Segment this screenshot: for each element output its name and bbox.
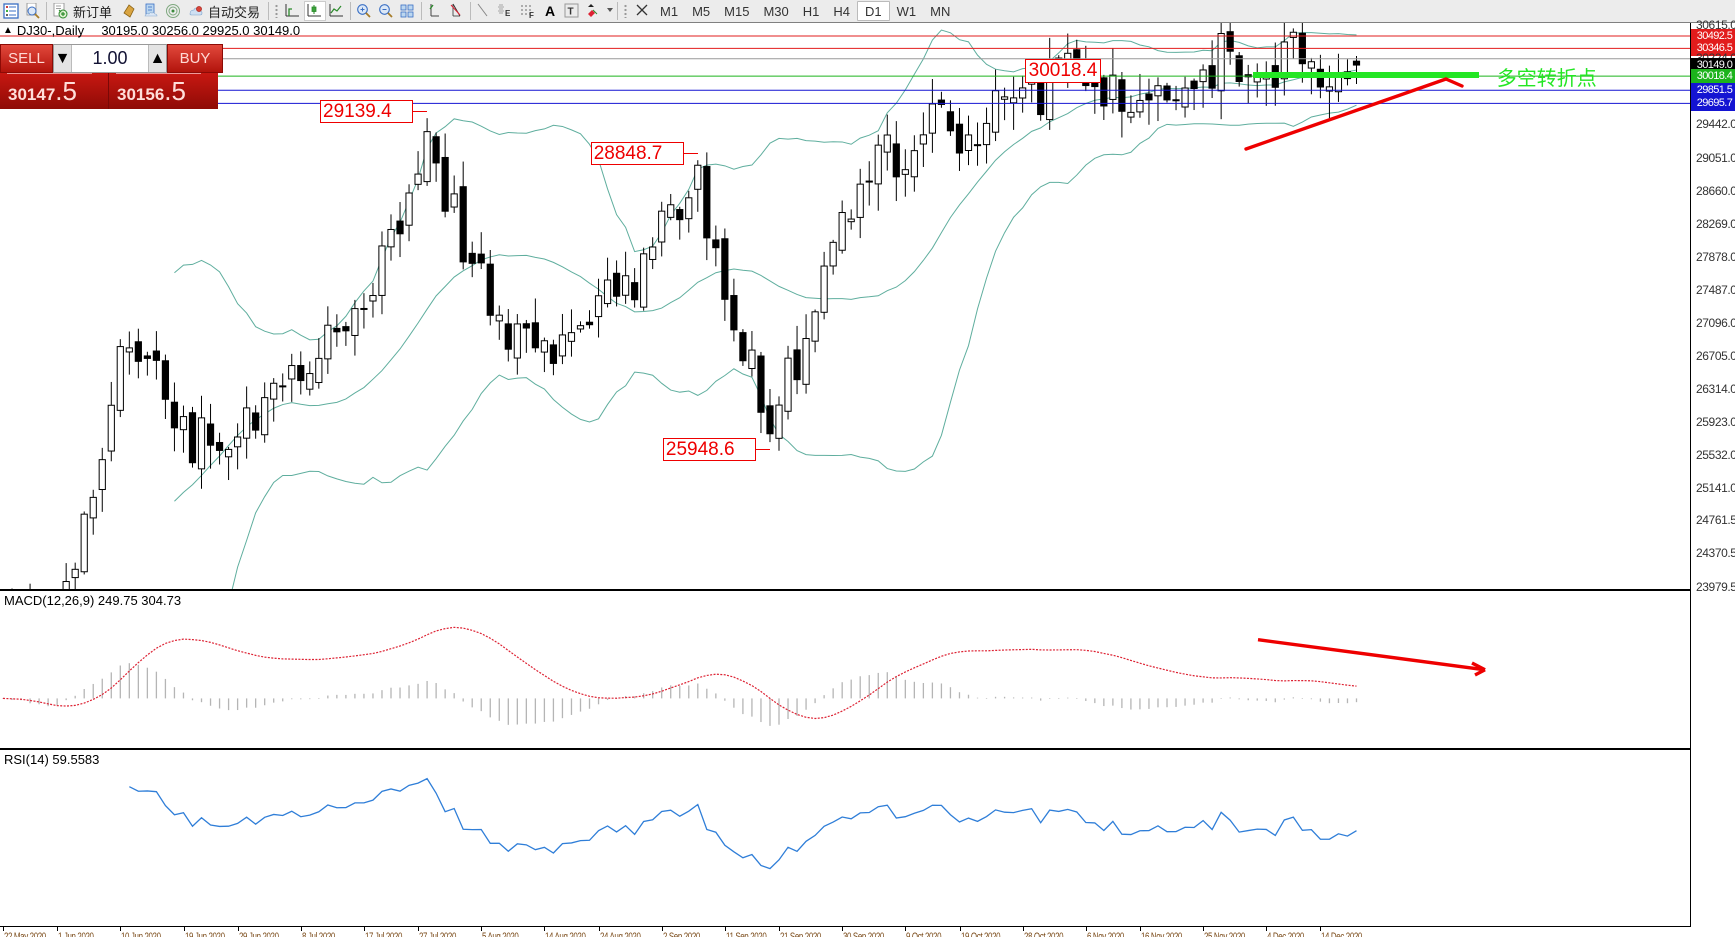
svg-text:T: T: [568, 7, 574, 18]
svg-text:F: F: [529, 11, 534, 19]
svg-text:E: E: [505, 9, 511, 18]
